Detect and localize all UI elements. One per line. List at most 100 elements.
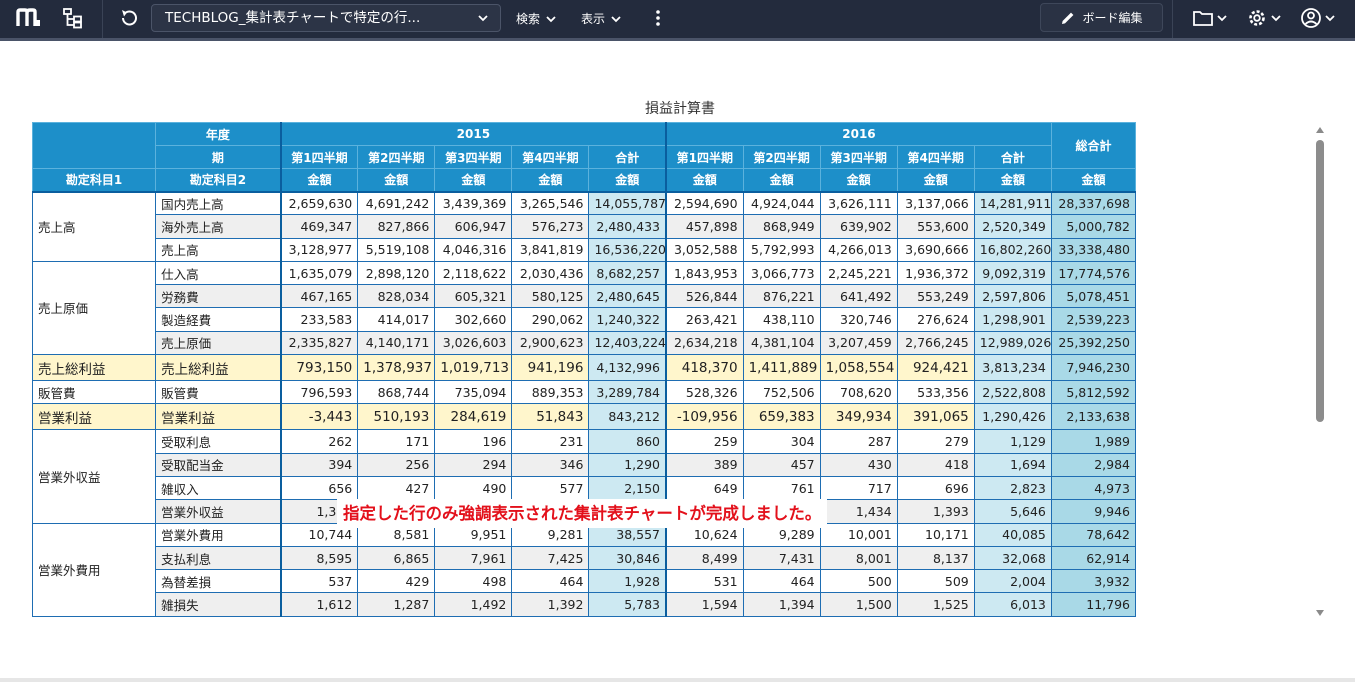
value-cell: 577 <box>511 475 590 501</box>
value-cell: 2,594,690 <box>665 190 744 216</box>
subtotal-cell: 2,520,349 <box>973 214 1052 239</box>
value-cell: 1,019,713 <box>434 354 513 382</box>
account-icon <box>1301 8 1321 28</box>
account1-cell: 営業外費用 <box>32 522 157 617</box>
chevron-down-icon <box>1271 15 1281 22</box>
value-cell: 3,052,588 <box>665 237 744 262</box>
subtotal-cell: 14,055,787 <box>588 190 668 216</box>
value-cell: 284,619 <box>434 403 513 431</box>
account2-cell: 海外売上高 <box>155 214 282 239</box>
value-cell: 553,249 <box>896 284 975 309</box>
folder-menu[interactable] <box>1192 7 1227 29</box>
scroll-down-arrow-icon[interactable] <box>1316 610 1324 616</box>
value-cell: 2,118,622 <box>434 260 513 286</box>
value-cell: 1,492 <box>434 592 513 617</box>
value-cell: 490 <box>434 475 513 501</box>
account2-cell: 労務費 <box>155 284 282 309</box>
year-header-2015: 2015 <box>280 122 668 146</box>
value-cell: 10,001 <box>819 522 898 547</box>
period-header: 第2四半期 <box>357 145 436 169</box>
account-menu[interactable] <box>1300 7 1335 29</box>
settings-menu[interactable] <box>1246 7 1281 29</box>
subtotal-cell: 1,240,322 <box>588 307 668 332</box>
value-cell: 276,624 <box>896 307 975 332</box>
value-cell: 349,934 <box>819 403 898 431</box>
value-cell: 9,951 <box>434 522 513 547</box>
subtotal-cell: 2,480,433 <box>588 214 668 239</box>
value-cell: 509 <box>896 569 975 594</box>
period-header: 第3四半期 <box>434 145 513 169</box>
account1-cell: 営業外収益 <box>32 429 157 524</box>
amount-header: 金額 <box>819 168 898 193</box>
value-cell: 580,125 <box>511 284 590 309</box>
value-cell: 1,287 <box>357 592 436 617</box>
page-bottom-edge <box>0 678 1355 682</box>
value-cell: 320,746 <box>819 307 898 332</box>
tree-view-icon[interactable] <box>63 7 83 29</box>
report-title: 損益計算書 <box>645 101 715 117</box>
account2-cell: 売上原価 <box>155 330 282 356</box>
value-cell: 4,266,013 <box>819 237 898 262</box>
value-cell: 3,439,369 <box>434 190 513 216</box>
amount-header: 金額 <box>1050 168 1136 193</box>
value-cell: 639,902 <box>819 214 898 239</box>
grand-total-cell: 33,338,480 <box>1050 237 1136 262</box>
board-edit-button[interactable]: ボード編集 <box>1040 3 1163 32</box>
value-cell: 2,900,623 <box>511 330 590 356</box>
subtotal-cell: 1,129 <box>973 429 1052 454</box>
account2-cell: 仕入高 <box>155 260 282 286</box>
value-cell: 10,171 <box>896 522 975 547</box>
grand-total-cell: 28,337,698 <box>1050 190 1136 216</box>
value-cell: 1,378,937 <box>357 354 436 382</box>
subtotal-cell: 1,928 <box>588 569 668 594</box>
period-header: 第4四半期 <box>896 145 975 169</box>
subtotal-cell: 32,068 <box>973 545 1052 571</box>
account1-cell: 営業利益 <box>32 403 157 431</box>
value-cell: 346 <box>511 452 590 477</box>
table-row: 売上原価 仕入高 1,635,079 2,898,120 2,118,622 2,030,… <box>32 260 1136 356</box>
account2-cell: 売上総利益 <box>155 354 282 382</box>
value-cell: 2,335,827 <box>280 330 359 356</box>
subtotal-cell: 2,823 <box>973 475 1052 501</box>
amount-header: 金額 <box>742 168 821 193</box>
value-cell: 457,898 <box>665 214 744 239</box>
subtotal-cell: 2,480,645 <box>588 284 668 309</box>
vertical-scrollbar-thumb[interactable] <box>1316 140 1324 422</box>
subtotal-cell: 860 <box>588 429 668 454</box>
account2-cell: 国内売上高 <box>155 190 282 216</box>
account2-cell: 営業外収益 <box>155 499 282 524</box>
subtotal-cell: 16,802,260 <box>973 237 1052 262</box>
value-cell: 500 <box>819 569 898 594</box>
refresh-icon[interactable] <box>118 7 140 29</box>
value-cell: 391,065 <box>896 403 975 431</box>
grand-total-cell: 78,642 <box>1050 522 1136 547</box>
grand-total-cell: 11,796 <box>1050 592 1136 617</box>
view-menu[interactable]: 表示 <box>581 10 621 27</box>
value-cell: 2,030,436 <box>511 260 590 286</box>
board-title-select[interactable]: TECHBLOG_集計表チャートで特定の行... <box>151 4 501 32</box>
subtotal-cell: 5,783 <box>588 592 668 617</box>
value-cell: 924,421 <box>896 354 975 382</box>
more-options-icon[interactable] <box>650 9 666 27</box>
period-header: 合計 <box>973 145 1052 169</box>
app-logo-icon[interactable] <box>16 7 42 29</box>
year-header-2016: 2016 <box>665 122 1052 146</box>
value-cell: 51,843 <box>511 403 590 431</box>
pivot-table-container[interactable]: 年度 2015 2016 総合計 期 第1四半期 第2四半期 第3四半期 第4四半期合… <box>32 122 1136 621</box>
subtotal-cell: 5,646 <box>973 499 1052 524</box>
value-cell: 793,150 <box>280 354 359 382</box>
value-cell: 171 <box>357 429 436 454</box>
scroll-up-arrow-icon[interactable] <box>1316 127 1324 133</box>
grand-total-cell: 9,946 <box>1050 499 1136 524</box>
account1-cell: 売上原価 <box>32 260 157 356</box>
value-cell: 510,193 <box>357 403 436 431</box>
value-cell: 941,196 <box>511 354 590 382</box>
account2-cell: 受取配当金 <box>155 452 282 477</box>
value-cell: 287 <box>819 429 898 454</box>
subtotal-cell: 12,989,026 <box>973 330 1052 356</box>
search-menu[interactable]: 検索 <box>516 10 556 27</box>
value-cell: 6,865 <box>357 545 436 571</box>
grand-total-cell: 5,812,592 <box>1050 380 1136 405</box>
value-cell: 717 <box>819 475 898 501</box>
value-cell: 876,221 <box>742 284 821 309</box>
